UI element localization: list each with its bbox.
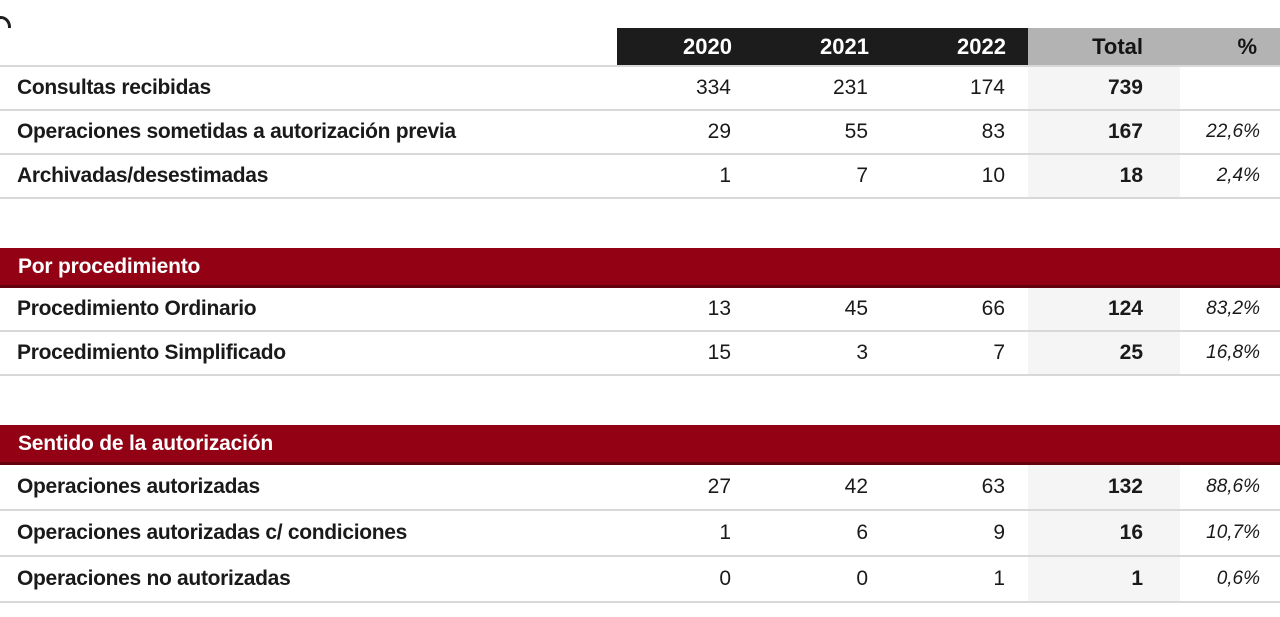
- value-total: 739: [1028, 67, 1180, 109]
- value-total: 124: [1028, 288, 1180, 330]
- header-total: Total: [1028, 28, 1180, 65]
- value-2021: 45: [844, 297, 868, 320]
- value-total: 1: [1028, 557, 1180, 601]
- value-2020: 13: [707, 297, 731, 320]
- value-2021: 6: [856, 521, 868, 544]
- row-label: Procedimiento Simplificado: [17, 341, 286, 364]
- row-label: Operaciones no autorizadas: [17, 567, 291, 590]
- value-2021: 55: [844, 120, 868, 143]
- value-2022: 174: [969, 76, 1005, 99]
- value-percent: 16,8%: [1206, 342, 1260, 363]
- value-percent: 22,6%: [1206, 121, 1260, 142]
- value-2020: 0: [719, 567, 731, 590]
- value-percent: 0,6%: [1216, 568, 1260, 589]
- table-row-operaciones-sometidas: Operaciones sometidas a autorización pre…: [0, 111, 1280, 155]
- value-percent: 2,4%: [1216, 165, 1260, 186]
- value-2022: 83: [981, 120, 1005, 143]
- row-label: Operaciones sometidas a autorización pre…: [17, 120, 456, 143]
- value-2021: 3: [856, 341, 868, 364]
- section-gap: [0, 199, 1280, 248]
- section-title: Sentido de la autorización: [18, 431, 274, 455]
- table-row-consultas-recibidas: Consultas recibidas 334 231 174 739: [0, 67, 1280, 111]
- value-2021: 231: [832, 76, 868, 99]
- value-total: 18: [1028, 155, 1180, 197]
- value-2022: 63: [981, 475, 1005, 498]
- value-2020: 1: [719, 164, 731, 187]
- header-year-2022: 2022: [891, 28, 1028, 65]
- row-label: Procedimiento Ordinario: [17, 297, 257, 320]
- table-row-procedimiento-ordinario: Procedimiento Ordinario 13 45 66 124 83,…: [0, 288, 1280, 332]
- table-row-operaciones-autorizadas: Operaciones autorizadas 27 42 63 132 88,…: [0, 465, 1280, 511]
- value-2020: 15: [707, 341, 731, 364]
- value-2020: 334: [695, 76, 731, 99]
- value-2021: 7: [856, 164, 868, 187]
- value-2021: 42: [844, 475, 868, 498]
- table-header-row: 2020 2021 2022 Total %: [0, 28, 1280, 67]
- section-header-por-procedimiento: Por procedimiento: [0, 248, 1280, 288]
- section-header-sentido-autorizacion: Sentido de la autorización: [0, 425, 1280, 465]
- value-2021: 0: [856, 567, 868, 590]
- value-2022: 1: [993, 567, 1005, 590]
- value-2022: 7: [993, 341, 1005, 364]
- header-percent: %: [1180, 28, 1280, 65]
- value-2020: 1: [719, 521, 731, 544]
- table-row-autorizadas-con-condiciones: Operaciones autorizadas c/ condiciones 1…: [0, 511, 1280, 557]
- table-row-no-autorizadas: Operaciones no autorizadas 0 0 1 1 0,6%: [0, 557, 1280, 603]
- section-gap: [0, 376, 1280, 425]
- value-percent: [1180, 67, 1280, 109]
- row-label: Consultas recibidas: [17, 76, 211, 99]
- header-year-2021: 2021: [754, 28, 891, 65]
- value-2022: 9: [993, 521, 1005, 544]
- value-percent: 10,7%: [1206, 522, 1260, 543]
- header-year-2020: 2020: [617, 28, 754, 65]
- value-2020: 29: [707, 120, 731, 143]
- value-percent: 88,6%: [1206, 476, 1260, 497]
- value-total: 167: [1028, 111, 1180, 153]
- row-label: Operaciones autorizadas: [17, 475, 260, 498]
- value-2022: 66: [981, 297, 1005, 320]
- authorizations-summary-table: 2020 2021 2022 Total % Consultas recibid…: [0, 28, 1280, 603]
- value-total: 16: [1028, 511, 1180, 555]
- table-row-archivadas: Archivadas/desestimadas 1 7 10 18 2,4%: [0, 155, 1280, 199]
- section-title: Por procedimiento: [18, 254, 201, 278]
- row-label: Archivadas/desestimadas: [17, 164, 269, 187]
- value-2022: 10: [981, 164, 1005, 187]
- value-total: 25: [1028, 332, 1180, 374]
- value-total: 132: [1028, 465, 1180, 509]
- value-percent: 83,2%: [1206, 298, 1260, 319]
- value-2020: 27: [707, 475, 731, 498]
- header-empty-cell: [0, 28, 617, 65]
- row-label: Operaciones autorizadas c/ condiciones: [17, 521, 408, 544]
- table-row-procedimiento-simplificado: Procedimiento Simplificado 15 3 7 25 16,…: [0, 332, 1280, 376]
